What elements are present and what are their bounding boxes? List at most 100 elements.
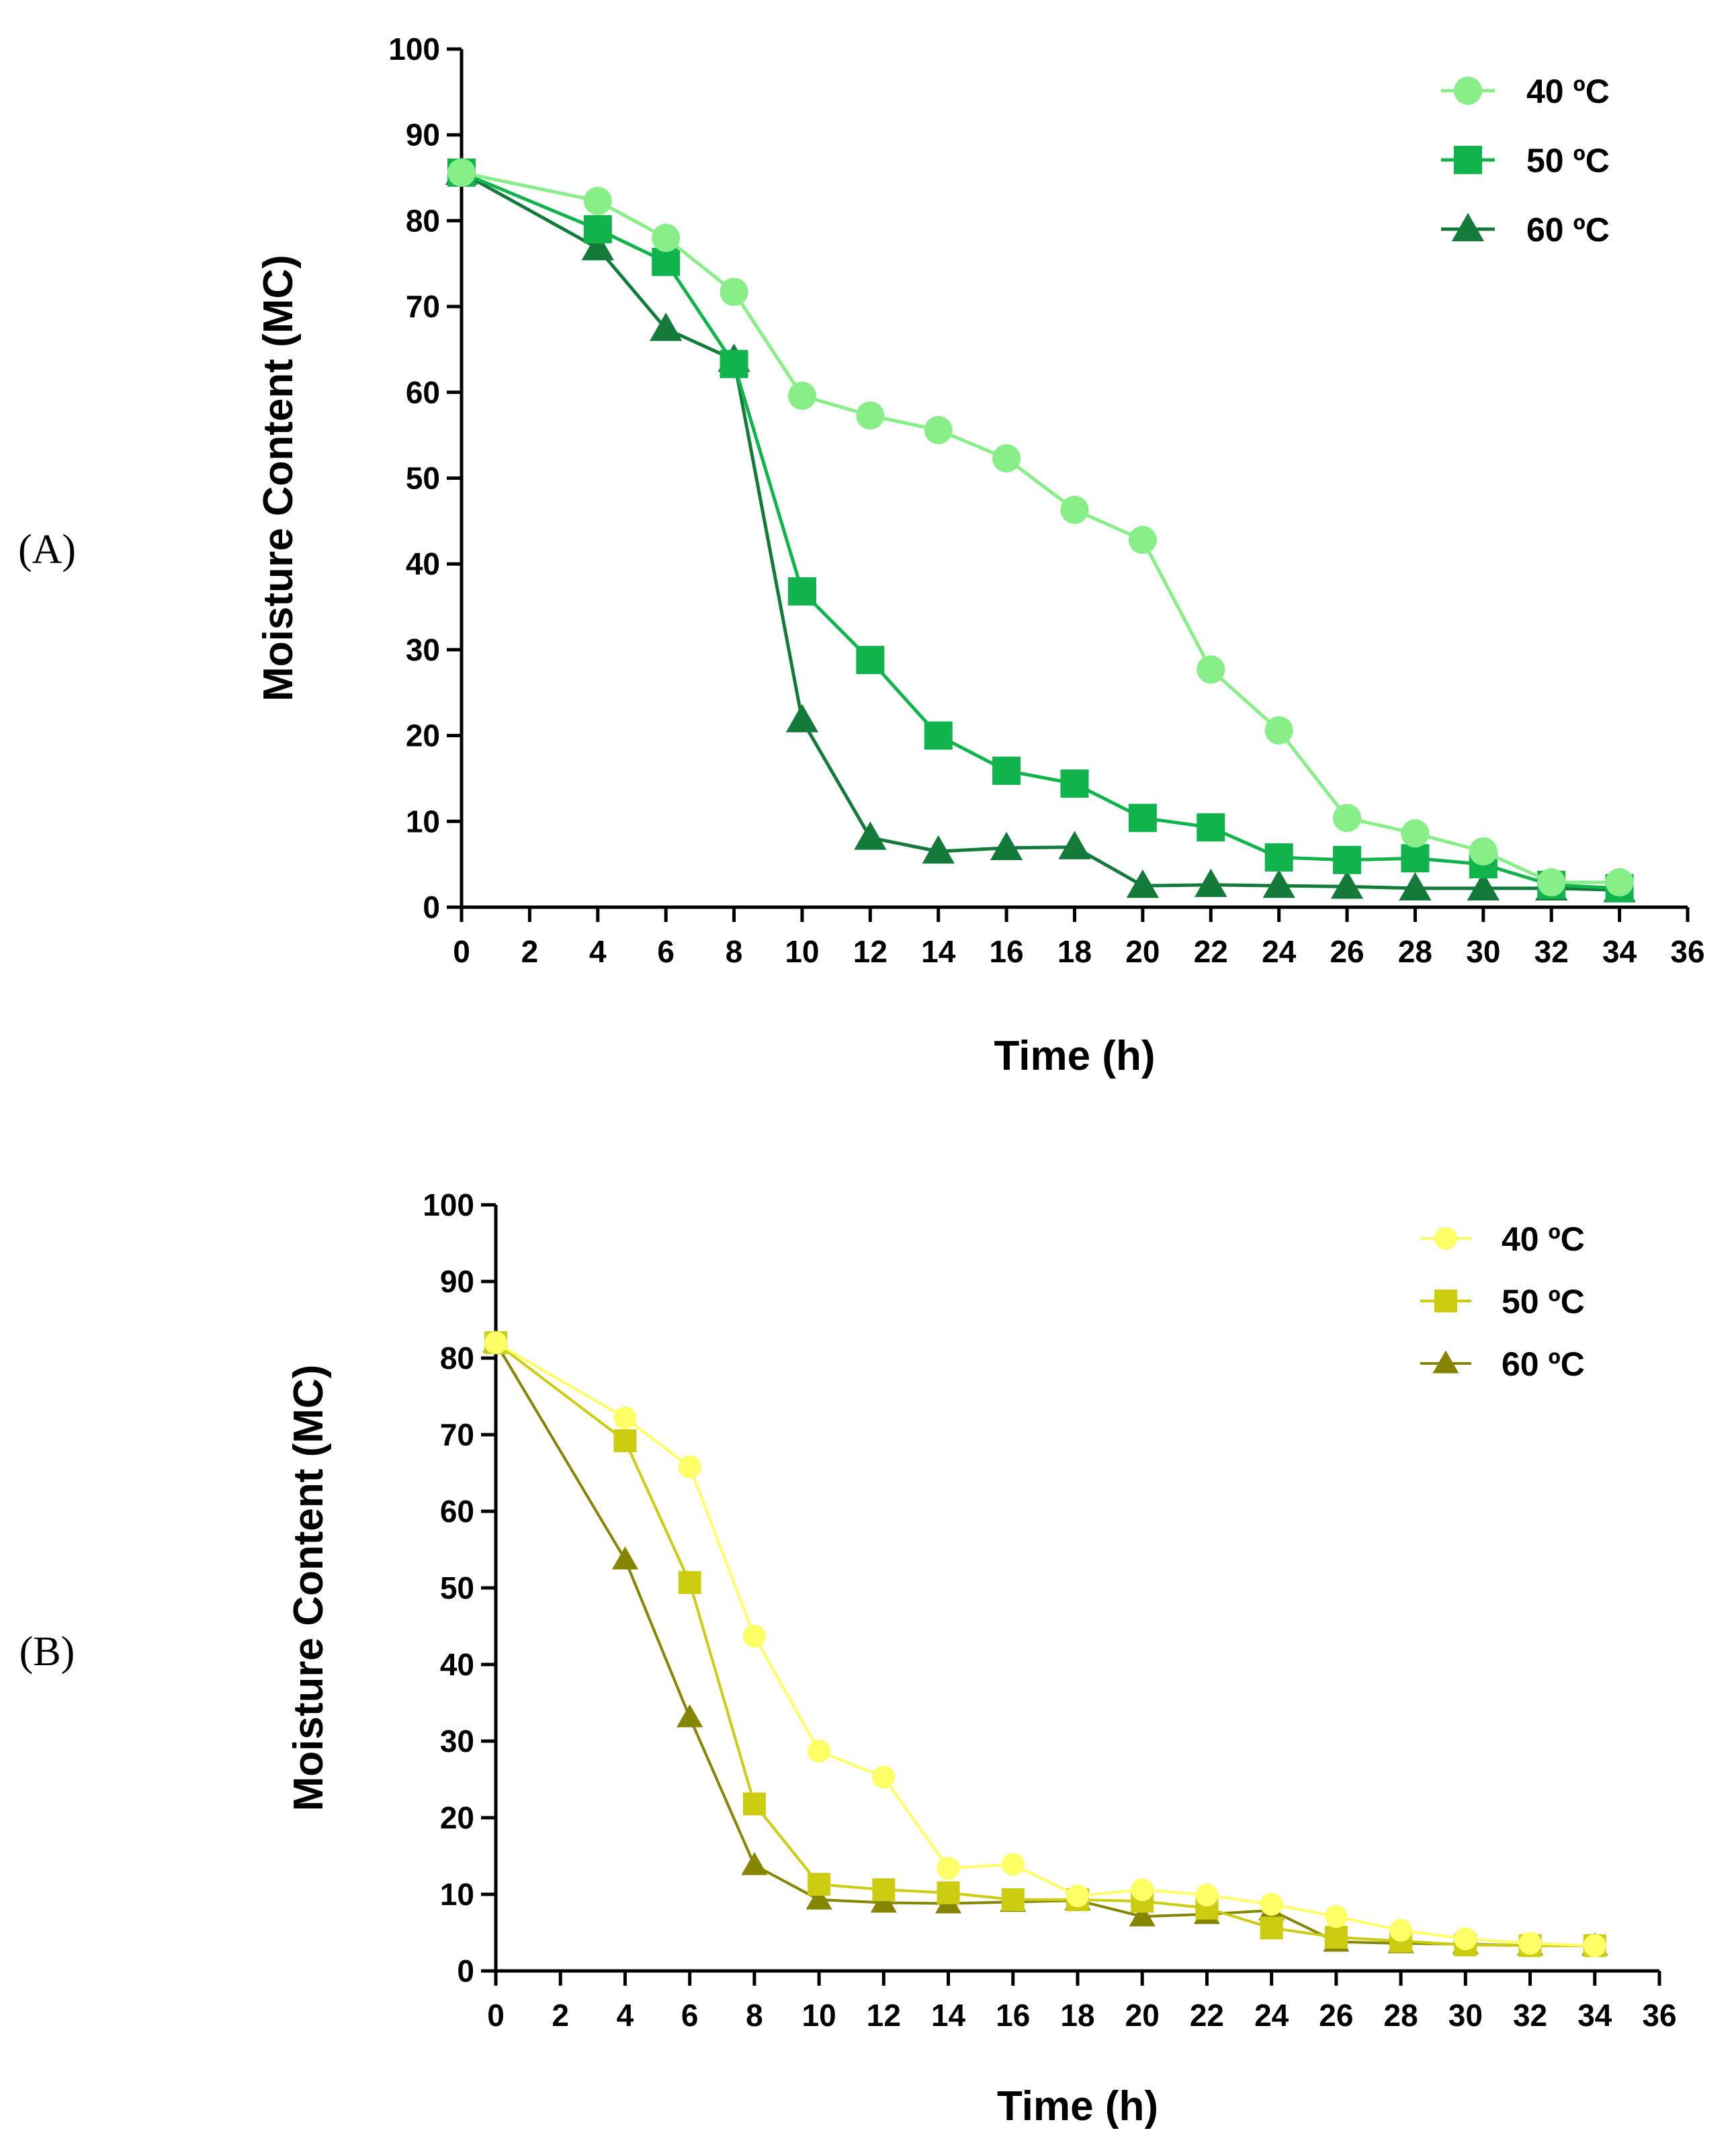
data-point bbox=[1126, 869, 1160, 898]
data-point bbox=[1197, 813, 1225, 842]
x-tick-label: 36 bbox=[1670, 934, 1704, 969]
legend: 40 ºC 50 ºC 60 ºC bbox=[1420, 1220, 1585, 1383]
x-tick-label: 8 bbox=[746, 1998, 763, 2033]
y-tick-label: 80 bbox=[406, 203, 440, 238]
y-tick-label: 80 bbox=[440, 1341, 474, 1376]
data-point bbox=[1518, 1931, 1542, 1955]
panel-label: (B) bbox=[19, 1629, 75, 1675]
data-point bbox=[1060, 769, 1089, 798]
x-tick-label: 4 bbox=[589, 934, 607, 969]
data-point bbox=[1128, 804, 1157, 833]
data-point bbox=[808, 1739, 831, 1763]
x-tick-label: 2 bbox=[521, 934, 539, 969]
x-tick-label: 24 bbox=[1254, 1998, 1289, 2033]
legend: 40 ºC 50 ºC 60 ºC bbox=[1441, 73, 1610, 249]
y-tick-label: 40 bbox=[440, 1647, 474, 1682]
legend-marker bbox=[1432, 1350, 1459, 1374]
series-line bbox=[460, 171, 1620, 892]
data-point bbox=[872, 1765, 896, 1789]
y-tick-label: 50 bbox=[440, 1570, 474, 1605]
y-tick-label: 70 bbox=[406, 289, 440, 324]
x-tick-label: 14 bbox=[931, 1998, 966, 2033]
data-point bbox=[1454, 1927, 1477, 1951]
x-tick-label: 16 bbox=[996, 1998, 1030, 2033]
x-tick-label: 12 bbox=[853, 934, 887, 969]
data-point bbox=[1001, 1853, 1025, 1876]
data-point bbox=[1262, 869, 1295, 898]
legend-label: 50 ºC bbox=[1502, 1283, 1585, 1320]
data-point bbox=[1264, 716, 1293, 745]
y-tick-label: 30 bbox=[406, 632, 440, 667]
data-point bbox=[1605, 868, 1634, 896]
legend-label: 60 ºC bbox=[1502, 1345, 1585, 1383]
x-tick-label: 36 bbox=[1642, 1998, 1676, 2033]
data-point bbox=[1131, 1878, 1154, 1902]
x-tick-label: 34 bbox=[1577, 1998, 1612, 2033]
y-tick-label: 50 bbox=[406, 461, 440, 496]
x-tick-label: 6 bbox=[657, 934, 675, 969]
x-tick-label: 12 bbox=[867, 1998, 901, 2033]
data-point bbox=[1264, 843, 1293, 872]
y-tick-label: 90 bbox=[406, 118, 440, 153]
x-tick-label: 30 bbox=[1448, 1998, 1483, 2033]
y-tick-label: 20 bbox=[406, 718, 440, 753]
x-tick-label: 18 bbox=[1057, 934, 1092, 969]
data-point bbox=[1399, 872, 1432, 901]
legend-label: 60 ºC bbox=[1526, 211, 1610, 249]
data-point bbox=[650, 312, 683, 341]
data-point bbox=[484, 1331, 507, 1355]
legend-label: 50 ºC bbox=[1526, 142, 1610, 179]
data-point bbox=[1260, 1892, 1283, 1916]
data-point bbox=[677, 1704, 703, 1728]
x-tick-label: 22 bbox=[1194, 934, 1228, 969]
data-point bbox=[581, 232, 614, 261]
y-tick-label: 40 bbox=[406, 546, 440, 581]
data-point bbox=[1060, 495, 1089, 524]
x-tick-label: 24 bbox=[1262, 934, 1297, 969]
y-tick-label: 60 bbox=[406, 375, 440, 410]
y-tick-label: 30 bbox=[440, 1724, 474, 1759]
data-point bbox=[1583, 1934, 1606, 1957]
data-point bbox=[856, 401, 885, 430]
data-point bbox=[924, 415, 953, 444]
x-tick-label: 0 bbox=[487, 1998, 505, 2033]
data-point bbox=[583, 215, 612, 244]
x-tick-label: 26 bbox=[1319, 1998, 1353, 2033]
data-point bbox=[447, 158, 476, 187]
data-point bbox=[1333, 845, 1362, 874]
data-point bbox=[1197, 655, 1225, 684]
data-point bbox=[785, 704, 819, 732]
y-tick-label: 10 bbox=[440, 1877, 474, 1912]
data-point bbox=[720, 278, 748, 306]
data-point bbox=[937, 1881, 960, 1904]
x-tick-label: 30 bbox=[1466, 934, 1500, 969]
data-point bbox=[922, 835, 955, 864]
y-tick-label: 70 bbox=[440, 1417, 474, 1452]
data-point bbox=[678, 1571, 701, 1595]
data-point bbox=[1066, 1884, 1089, 1908]
data-point bbox=[992, 444, 1021, 473]
x-tick-label: 10 bbox=[785, 934, 819, 969]
x-tick-label: 26 bbox=[1330, 934, 1364, 969]
x-tick-label: 4 bbox=[617, 1998, 634, 2033]
y-tick-label: 100 bbox=[388, 32, 440, 67]
data-point bbox=[1260, 1916, 1283, 1940]
x-tick-label: 28 bbox=[1398, 934, 1432, 969]
legend-marker bbox=[1434, 1290, 1457, 1312]
data-point bbox=[611, 1546, 638, 1570]
data-point bbox=[742, 1624, 766, 1648]
data-point bbox=[808, 1873, 831, 1896]
data-point bbox=[742, 1792, 766, 1816]
legend-marker bbox=[1454, 77, 1482, 105]
data-point bbox=[872, 1878, 896, 1902]
data-point bbox=[583, 187, 612, 216]
data-point bbox=[1401, 844, 1430, 873]
y-tick-label: 0 bbox=[457, 1953, 474, 1988]
y-tick-label: 20 bbox=[440, 1800, 474, 1835]
y-tick-label: 90 bbox=[440, 1264, 474, 1299]
data-point bbox=[990, 831, 1023, 860]
y-tick-label: 60 bbox=[440, 1494, 474, 1529]
data-point bbox=[1324, 1905, 1348, 1929]
data-point bbox=[1537, 868, 1566, 896]
